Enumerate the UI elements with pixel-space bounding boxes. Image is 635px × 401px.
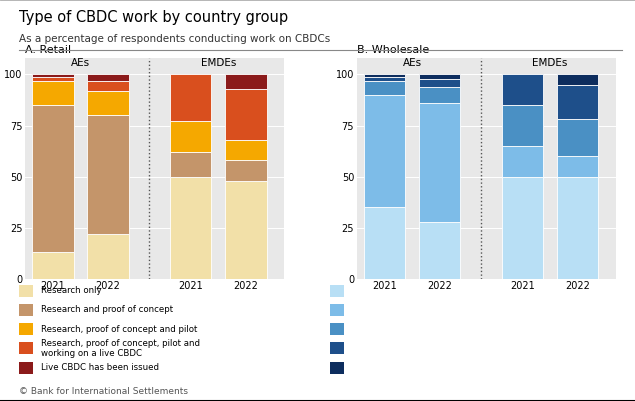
Bar [225, 160, 267, 181]
Bar [502, 105, 543, 146]
Bar [88, 75, 129, 81]
Bar [557, 156, 598, 176]
Text: AEs: AEs [403, 59, 422, 68]
Bar [557, 75, 598, 85]
Bar [502, 75, 543, 105]
Bar [557, 176, 598, 279]
Bar [419, 75, 460, 79]
Text: © Bank for International Settlements: © Bank for International Settlements [19, 387, 188, 396]
Bar [364, 77, 405, 81]
Text: AEs: AEs [71, 59, 90, 68]
Text: EMDEs: EMDEs [532, 59, 568, 68]
Bar [32, 105, 74, 252]
Bar [419, 221, 460, 279]
Bar [170, 122, 211, 152]
Text: EMDEs: EMDEs [201, 59, 236, 68]
Text: A. Retail: A. Retail [25, 45, 72, 55]
Bar [557, 85, 598, 119]
Text: As a percentage of respondents conducting work on CBDCs: As a percentage of respondents conductin… [19, 34, 330, 44]
Bar [88, 234, 129, 279]
Bar [32, 75, 74, 77]
Bar [170, 75, 211, 122]
Bar [32, 252, 74, 279]
Bar [364, 75, 405, 77]
Bar [225, 89, 267, 140]
Bar [557, 119, 598, 156]
Bar [170, 176, 211, 279]
Bar [419, 103, 460, 221]
Text: Research only: Research only [41, 286, 102, 295]
Text: Live CBDC has been issued: Live CBDC has been issued [41, 363, 159, 372]
Text: B. Wholesale: B. Wholesale [357, 45, 429, 55]
Bar [225, 181, 267, 279]
Bar [502, 146, 543, 176]
Bar [32, 81, 74, 105]
Bar [88, 91, 129, 115]
Text: Research, proof of concept, pilot and
working on a live CBDC: Research, proof of concept, pilot and wo… [41, 339, 200, 358]
Bar [32, 77, 74, 81]
Bar [364, 207, 405, 279]
Bar [419, 79, 460, 87]
Text: Research and proof of concept: Research and proof of concept [41, 306, 173, 314]
Bar [225, 75, 267, 89]
Text: Type of CBDC work by country group: Type of CBDC work by country group [19, 10, 288, 25]
Bar [170, 152, 211, 176]
Bar [88, 115, 129, 234]
Text: Research, proof of concept and pilot: Research, proof of concept and pilot [41, 325, 197, 334]
Bar [364, 95, 405, 207]
Bar [502, 176, 543, 279]
Bar [225, 140, 267, 160]
Bar [88, 81, 129, 91]
Bar [419, 87, 460, 103]
Bar [364, 81, 405, 95]
